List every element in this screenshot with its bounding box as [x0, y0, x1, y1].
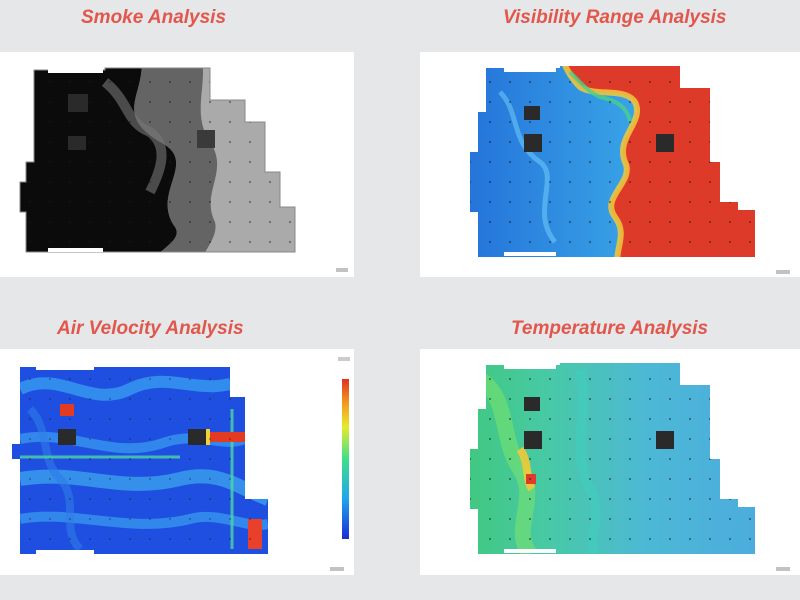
- air-velocity-analysis-plot: [0, 349, 354, 575]
- temperature-analysis-plot: [420, 349, 800, 575]
- smoke-analysis-plot: [0, 52, 354, 277]
- smoke-analysis-title: Smoke Analysis: [81, 7, 227, 28]
- temperature-analysis-title: Temperature Analysis: [511, 318, 709, 339]
- visibility-analysis-title: Visibility Range Analysis: [503, 7, 727, 28]
- air-velocity-analysis-title: Air Velocity Analysis: [57, 318, 244, 339]
- visibility-range-analysis-plot: [420, 52, 800, 277]
- velocity-legend-bar: [338, 357, 350, 539]
